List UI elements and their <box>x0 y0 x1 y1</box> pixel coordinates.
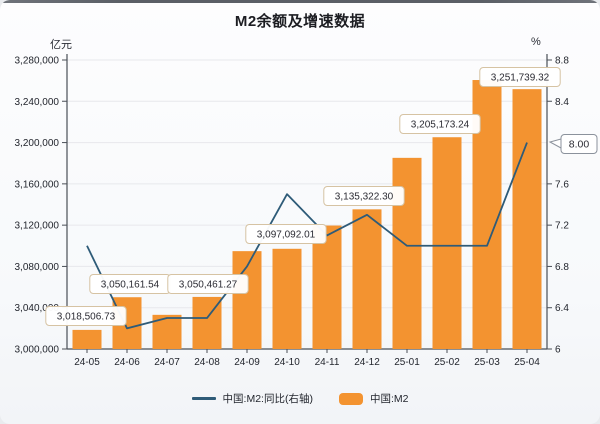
left-tick-label: 3,200,000 <box>15 138 60 149</box>
x-tick-label: 24-06 <box>114 357 140 368</box>
right-tick-label: 8.4 <box>555 97 569 108</box>
right-axis-unit-label: % <box>531 36 541 48</box>
data-label-box <box>245 224 327 244</box>
bar-24-10 <box>272 248 302 349</box>
data-label-box <box>323 186 405 206</box>
right-tick-label: 6.4 <box>555 303 569 314</box>
x-tick-label: 24-11 <box>315 357 340 368</box>
left-tick-label: 3,000,000 <box>15 345 60 356</box>
bar-series-swatch-icon <box>338 392 363 405</box>
left-tick-label: 3,240,000 <box>15 97 60 108</box>
left-tick-label: 3,080,000 <box>15 262 60 273</box>
chart-title: M2余额及增速数据 <box>234 13 366 30</box>
data-label-text: 3,097,092.01 <box>257 230 316 241</box>
left-tick-label: 3,280,000 <box>15 56 60 67</box>
left-tick-label: 3,040,000 <box>15 303 60 314</box>
right-tick-label: 6 <box>555 345 561 356</box>
bar-24-11 <box>312 225 342 349</box>
x-tick-label: 24-10 <box>274 357 300 368</box>
callout-arrow-icon <box>548 138 562 149</box>
chart-legend: 中国:M2:同比(右轴) 中国:M2 <box>0 391 600 406</box>
right-tick-label: 7.6 <box>555 179 569 190</box>
data-label-text: 3,251,739.32 <box>491 73 550 84</box>
bar-25-04 <box>512 89 542 349</box>
x-tick-label: 25-01 <box>394 357 420 368</box>
bar-24-05 <box>72 329 102 349</box>
bar-24-12 <box>352 209 382 349</box>
data-label-box <box>45 306 127 326</box>
x-tick-label: 24-09 <box>234 357 260 368</box>
left-axis-unit-label: 亿元 <box>50 39 72 51</box>
legend-item-yoy-line: 中国:M2:同比(右轴) <box>191 391 313 406</box>
legend-label-yoy: 中国:M2:同比(右轴) <box>222 393 313 405</box>
right-tick-label: 6.8 <box>555 262 569 273</box>
right-tick-label: 7.2 <box>555 221 569 232</box>
data-label-text: 3,135,322.30 <box>335 192 394 203</box>
data-label-box <box>167 274 249 294</box>
right-tick-label: 8.8 <box>555 56 569 67</box>
data-label-box <box>399 114 481 134</box>
x-tick-label: 24-08 <box>194 357 220 368</box>
data-label-text: 3,050,161.54 <box>101 280 160 291</box>
left-tick-label: 3,160,000 <box>15 179 60 190</box>
x-tick-label: 25-03 <box>474 357 500 368</box>
x-tick-label: 24-07 <box>154 357 180 368</box>
x-tick-label: 24-12 <box>354 357 380 368</box>
legend-label-m2: 中国:M2 <box>369 393 409 405</box>
bar-25-02 <box>432 137 462 349</box>
x-tick-label: 24-05 <box>74 357 100 368</box>
data-label-text: 3,205,173.24 <box>411 120 470 131</box>
yoy-growth-line <box>86 142 528 330</box>
data-label-box <box>479 67 561 87</box>
left-tick-label: 3,120,000 <box>15 221 60 232</box>
line-series-swatch-icon <box>191 397 216 400</box>
x-tick-label: 25-04 <box>514 357 540 368</box>
data-label-text: 3,018,506.73 <box>57 312 116 323</box>
callout-box <box>560 134 598 154</box>
legend-item-m2-bar: 中国:M2 <box>338 391 409 406</box>
x-tick-label: 25-02 <box>434 357 460 368</box>
callout-text: 8.00 <box>569 139 590 151</box>
data-label-text: 3,050,461.27 <box>179 280 238 291</box>
